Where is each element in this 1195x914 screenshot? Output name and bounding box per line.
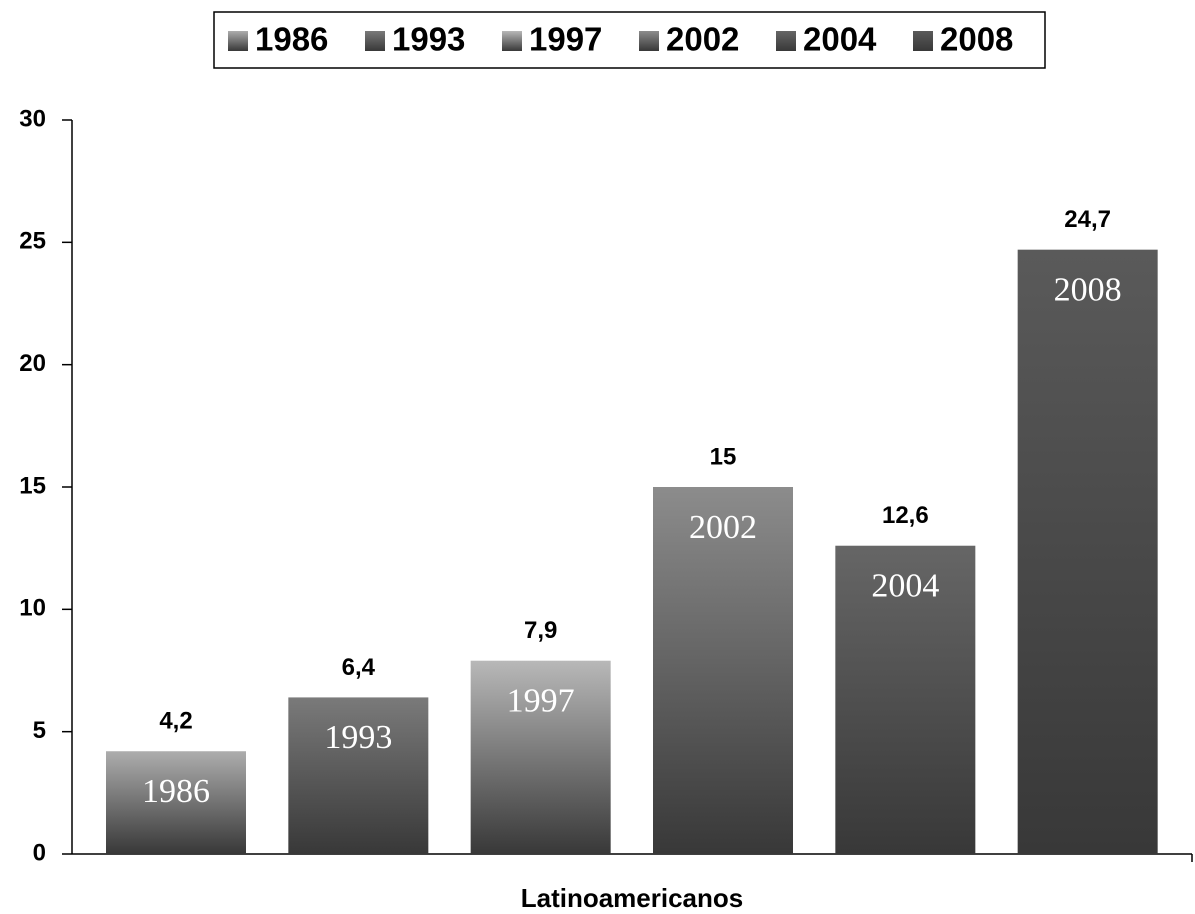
y-tick-label: 25	[19, 228, 46, 255]
bar	[1017, 249, 1158, 854]
value-label: 6,4	[342, 654, 376, 681]
legend-box	[213, 11, 1046, 69]
bar	[288, 697, 429, 854]
value-label: 12,6	[882, 502, 929, 529]
bar-series-label: 2008	[1054, 271, 1122, 308]
bar-series-label: 1993	[324, 719, 392, 756]
bar-series-label: 1986	[142, 773, 210, 810]
value-label: 7,9	[524, 617, 557, 644]
bar-series-label: 1997	[507, 683, 575, 720]
legend-swatch	[913, 31, 933, 51]
legend-label: 1986	[255, 21, 328, 58]
bar-series-label: 2004	[871, 568, 939, 605]
legend-swatch	[776, 31, 796, 51]
bar	[835, 545, 976, 854]
legend-label: 1997	[529, 21, 602, 58]
value-label: 24,7	[1064, 206, 1111, 233]
legend-label: 2008	[940, 21, 1013, 58]
bar	[653, 487, 793, 854]
y-tick-label: 0	[33, 839, 46, 866]
legend-label: 2002	[666, 21, 739, 58]
bar	[470, 660, 611, 854]
value-label: 15	[710, 443, 737, 470]
bar-series-label: 2002	[689, 509, 757, 546]
bar	[106, 751, 246, 854]
legend-label: 2004	[803, 21, 877, 58]
legend-swatch	[502, 31, 522, 51]
y-tick-label: 15	[19, 472, 46, 499]
y-tick-label: 30	[19, 105, 46, 132]
legend-swatch	[639, 31, 659, 51]
legend-swatch	[365, 31, 385, 51]
y-tick-label: 20	[19, 350, 46, 377]
y-tick-label: 10	[19, 595, 46, 622]
legend-label: 1993	[392, 21, 465, 58]
legend-swatch	[228, 31, 248, 51]
y-tick-label: 5	[33, 717, 46, 744]
x-axis-label: Latinoamericanos	[521, 883, 744, 913]
value-label: 4,2	[159, 708, 192, 735]
